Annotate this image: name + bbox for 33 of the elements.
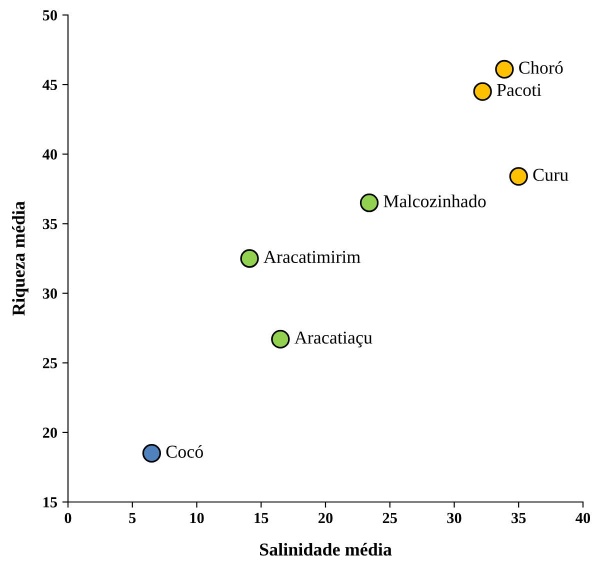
x-tick-label: 0 (64, 512, 72, 524)
y-axis-title: Riqueza média (12, 201, 28, 316)
annotation: Aracatimirim (264, 250, 360, 264)
point (473, 82, 492, 101)
y-tick-label: 25 (42, 358, 58, 368)
x-tick-label: 10 (190, 512, 204, 524)
annotation: Choró (519, 61, 563, 74)
point (240, 249, 259, 268)
y-tick-label: 35 (42, 218, 58, 230)
x-tick-label: 40 (576, 512, 590, 524)
x-tick-label: 5 (129, 513, 136, 524)
x-tick-label: 35 (512, 512, 526, 524)
x-axis-title: Salinidade média (260, 542, 392, 556)
annotation: Curu (533, 168, 568, 181)
x-tick-label: 30 (447, 512, 462, 524)
y-tick-label: 20 (42, 428, 57, 438)
point (271, 330, 290, 349)
x-tick-label: 20 (318, 512, 333, 524)
y-tick-label: 45 (42, 80, 58, 90)
point (509, 167, 528, 186)
point (495, 60, 514, 79)
annotation: Cocó (166, 445, 203, 458)
y-tick-label: 15 (44, 497, 58, 508)
annotation: Aracatiaçu (294, 332, 372, 348)
point (360, 194, 379, 212)
y-tick-label: 30 (42, 288, 57, 299)
point (142, 444, 162, 463)
annotation: Malcozinhado (384, 194, 486, 208)
annotation: Pacoti (496, 84, 542, 96)
y-tick-label: 50 (42, 10, 57, 20)
x-tick-label: 15 (254, 512, 268, 524)
y-tick-label: 40 (42, 149, 57, 160)
x-tick-label: 25 (382, 512, 397, 524)
